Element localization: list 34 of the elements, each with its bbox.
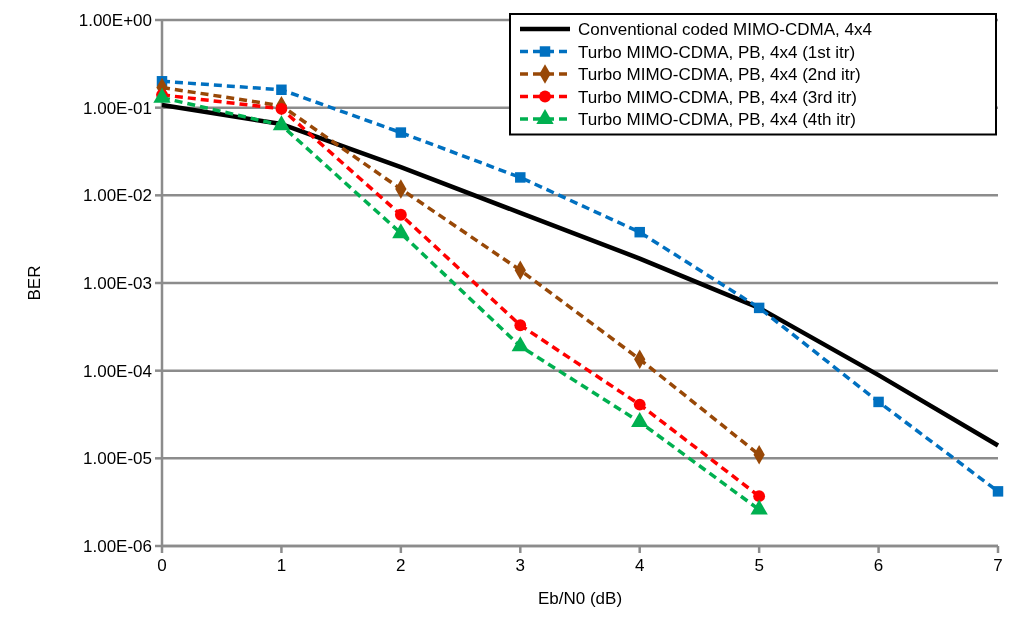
point [275,102,288,115]
y-tick-label: 1.00E-06 [83,536,152,556]
y-tick-label: 1.00E-05 [83,449,152,469]
legend-label: Turbo MIMO-CDMA, PB, 4x4 (3rd itr) [578,87,857,107]
point [753,302,765,314]
y-tick-label: 1.00E-04 [83,361,152,381]
x-tick-label: 7 [993,556,1003,575]
point [753,490,766,503]
point [634,226,645,238]
x-axis-title: Eb/N0 (dB) [537,589,623,608]
legend-label: Turbo MIMO-CDMA, PB, 4x4 (4th itr) [578,110,857,129]
x-tick-label: 2 [396,556,406,575]
point [395,127,407,138]
point [873,396,884,408]
x-tick-label: 3 [515,556,526,575]
legend-label: Turbo MIMO-CDMA, PB, 4x4 (2nd itr) [578,65,861,84]
x-tick-label: 4 [634,556,645,575]
point [633,398,646,411]
y-tick-label: 1.00E+00 [78,10,152,30]
y-tick-label: 1.00E-01 [83,98,152,118]
point [992,486,1004,497]
legend-label: Turbo MIMO-CDMA, PB, 4x4 (1st itr) [578,42,856,62]
x-tick-label: 5 [754,556,764,575]
x-tick-label: 1 [276,556,287,575]
x-tick-label: 6 [873,556,884,575]
legend-label: Conventional coded MIMO-CDMA, 4x4 [578,20,872,39]
y-tick-label: 1.00E-03 [83,273,152,293]
point [394,208,407,221]
y-tick-label: 1.00E-02 [83,186,152,206]
point [276,84,287,96]
y-axis-title: BER [25,265,44,301]
x-tick-label: 0 [157,556,167,575]
point [515,172,526,183]
point [514,319,527,332]
